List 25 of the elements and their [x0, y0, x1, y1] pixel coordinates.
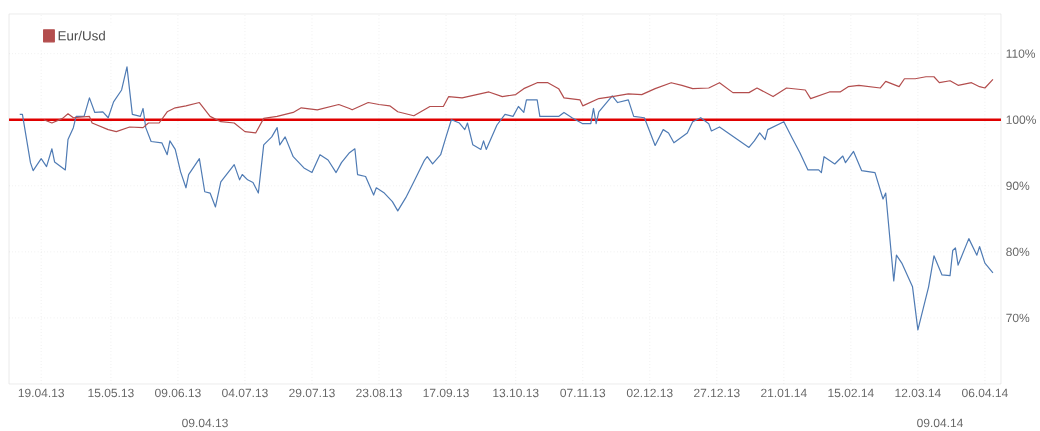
- x-tick-label: 06.04.14: [962, 388, 1008, 398]
- y-tick-label: 80%: [1006, 247, 1030, 257]
- y-tick-label: 90%: [1006, 181, 1030, 191]
- x-tick-label: 27.12.13: [694, 388, 740, 398]
- line-series: [19, 66, 994, 331]
- x-tick-label: 12.03.14: [895, 388, 941, 398]
- x-tick-label: 04.07.13: [222, 388, 268, 398]
- y-tick-label: 70%: [1006, 313, 1030, 323]
- line-series: [43, 76, 994, 134]
- x-tick-label: 17.09.13: [423, 388, 469, 398]
- text: 09.04.13: [182, 418, 228, 428]
- x-tick-label: 29.07.13: [289, 388, 335, 398]
- x-tick-label: 15.05.13: [88, 388, 134, 398]
- x-tick-label: 19.04.13: [18, 388, 65, 398]
- x-tick-label: 02.12.13: [626, 388, 673, 398]
- y-tick-label: 100%: [1006, 115, 1036, 124]
- legend-label: Eur/Usd: [58, 30, 105, 41]
- x-tick-label: 13.10.13: [493, 388, 539, 398]
- y-tick-label: 110%: [1006, 49, 1036, 58]
- x-tick-label: 23.08.13: [356, 388, 402, 398]
- x-tick-label: 21.01.14: [761, 388, 807, 398]
- text: 09.04.14: [917, 418, 963, 428]
- x-tick-label: 07.11.13: [560, 388, 606, 398]
- x-tick-label: 15.02.14: [828, 388, 874, 398]
- x-tick-label: 09.06.13: [155, 388, 201, 398]
